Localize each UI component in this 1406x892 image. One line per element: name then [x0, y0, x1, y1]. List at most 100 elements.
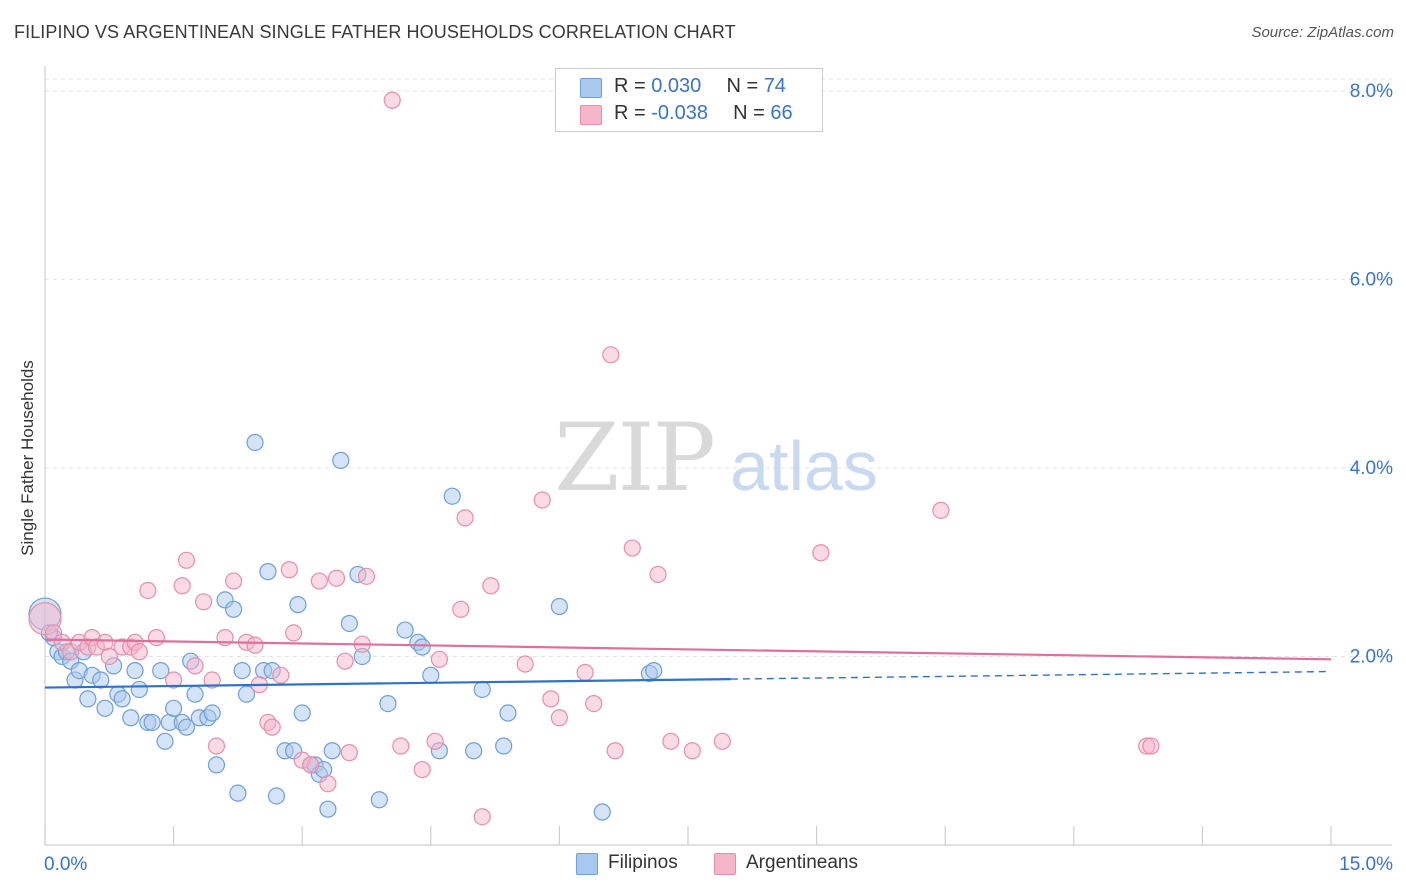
argentinean-point [413, 760, 431, 779]
argentinean-point [147, 629, 166, 647]
argentinean-point [623, 539, 641, 557]
filipino-point [143, 713, 161, 732]
filipino-point [156, 732, 174, 750]
filipino-point [465, 742, 483, 760]
filipino-point [323, 742, 341, 760]
argentinean-point [327, 569, 346, 587]
argentinean-point [585, 694, 603, 713]
filipino-point [550, 597, 569, 616]
source-label: Source: ZipAtlas.com [1251, 24, 1394, 41]
filipino-point [645, 662, 663, 680]
filipino-point [177, 718, 196, 736]
filipino-point [92, 671, 110, 689]
filipino-point [370, 791, 388, 809]
filipino-point [259, 563, 277, 581]
argentinean-point [302, 756, 320, 774]
argentinean-point [426, 732, 444, 750]
filipino-point [203, 704, 221, 722]
argentinean-point [456, 509, 474, 527]
filipino-point [122, 709, 140, 727]
argentinean-point [100, 647, 118, 666]
argentinean-trend-line [44, 638, 1332, 661]
filipino-point [165, 699, 183, 717]
legend-n-value: 66 [770, 102, 793, 124]
argentinean-point [96, 633, 114, 651]
x-tick-label-max: 15.0% [1339, 854, 1393, 875]
filipino-point [422, 666, 440, 684]
filipino-point [593, 803, 611, 821]
filipino-point [413, 638, 431, 656]
legend-swatch-argentineans [580, 105, 602, 125]
argentinean-point [263, 718, 281, 736]
legend-r-value: 0.030 [651, 75, 702, 97]
legend-r-label: R = [614, 102, 652, 124]
filipino-point [246, 433, 264, 452]
argentinean-point [482, 577, 500, 595]
filipino-point [499, 704, 517, 722]
filipino-point [225, 600, 243, 618]
argentinean-point [533, 491, 551, 509]
argentinean-point [392, 737, 410, 755]
y-tick-label: 2.0% [1350, 646, 1393, 667]
filipino-point [293, 704, 311, 722]
argentinean-point [357, 567, 376, 585]
argentinean-point [165, 671, 183, 689]
filipino-trend-extension [730, 670, 1332, 680]
legend-n-label: N = [733, 102, 771, 124]
argentinean-point [550, 709, 569, 727]
filipino-point [130, 680, 148, 699]
bottom-legend-swatch-argentineans [714, 853, 736, 875]
y-axis-label: Single Father Households [18, 360, 37, 556]
argentinean-point [195, 593, 213, 611]
argentinean-point [177, 551, 196, 569]
argentinean-point [713, 732, 731, 750]
argentinean-point [383, 91, 401, 109]
argentinean-points [28, 91, 1160, 826]
filipino-point [113, 690, 131, 708]
filipino-point [340, 614, 358, 633]
legend-r-value: -0.038 [651, 102, 708, 124]
argentinean-point [130, 643, 148, 661]
argentinean-point [606, 742, 624, 760]
argentinean-point [340, 744, 358, 762]
argentinean-point [207, 737, 226, 755]
legend-n-label: N = [726, 75, 764, 97]
filipino-point [96, 699, 114, 717]
chart-title: FILIPINO VS ARGENTINEAN SINGLE FATHER HO… [14, 22, 736, 42]
argentinean-point [310, 572, 328, 590]
argentinean-point [932, 501, 950, 519]
filipino-point [126, 662, 144, 680]
tick-labels: 2.0% 4.0% 6.0% 8.0% 0.0% 15.0% [44, 81, 1393, 875]
argentinean-point [336, 652, 354, 670]
filipino-point [396, 621, 414, 639]
filipino-point [319, 800, 337, 818]
filipino-point [379, 694, 397, 713]
filipino-point [289, 596, 307, 614]
legend-n-value: 74 [763, 75, 786, 97]
argentinean-point [139, 581, 157, 600]
argentinean-point [1142, 737, 1160, 755]
x-tick-label-min: 0.0% [44, 854, 87, 875]
argentinean-point [602, 346, 620, 364]
argentinean-point [285, 624, 303, 642]
filipino-trend-line [44, 677, 731, 689]
y-tick-label: 6.0% [1350, 269, 1393, 290]
argentinean-point [280, 561, 298, 579]
filipino-point [233, 662, 251, 680]
argentinean-point [225, 572, 243, 590]
filipino-point [207, 756, 226, 774]
argentinean-point [683, 742, 701, 760]
argentinean-point [812, 544, 830, 562]
filipino-point [443, 487, 461, 505]
argentinean-point [246, 636, 264, 654]
legend-swatch-filipinos [580, 78, 602, 98]
filipino-point [332, 451, 350, 469]
argentinean-point [542, 690, 560, 708]
argentinean-point [430, 650, 448, 668]
trend-lines [44, 638, 1332, 689]
argentinean-point [473, 808, 491, 826]
argentinean-point [272, 666, 290, 684]
y-tick-label: 4.0% [1350, 458, 1393, 479]
argentinean-point [452, 600, 470, 618]
